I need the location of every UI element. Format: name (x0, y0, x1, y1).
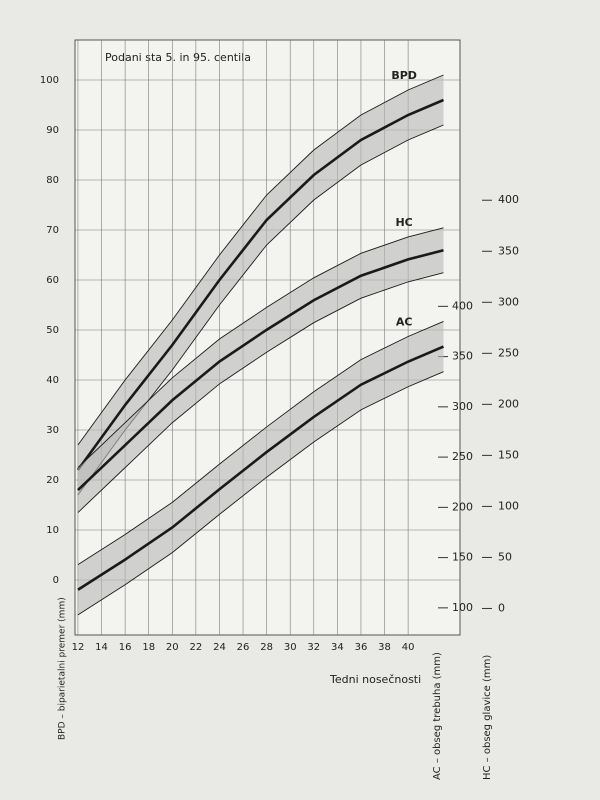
y3-tick-label: 100 (498, 499, 519, 512)
y-tick-label: 80 (46, 175, 59, 186)
y-tick-label: 10 (46, 525, 59, 536)
y3-axis-label: HC – obseg glavice (mm) (482, 655, 493, 780)
y-tick-label: 50 (46, 325, 59, 336)
percentile-line (77, 227, 444, 468)
percentile-line (77, 321, 444, 566)
y-tick-label: 40 (46, 375, 59, 386)
y-tick-label: 30 (46, 425, 59, 436)
x-axis-label: Tedni nosečnosti (329, 673, 421, 686)
median-line (77, 248, 444, 492)
median-line (76, 98, 444, 471)
y3-tick-label: 300 (498, 295, 519, 308)
percentile-band (77, 321, 444, 615)
annotation: Podani sta 5. in 95. centila (105, 51, 251, 64)
y-tick-label: 100 (40, 75, 59, 86)
y3-tick-label: 200 (498, 397, 519, 410)
y2-tick-label: 150 (452, 551, 473, 564)
y-axis-label: BPD – biparietalni premer (mm) (58, 597, 68, 740)
x-tick-label: 32 (307, 642, 320, 653)
x-tick-label: 24 (213, 642, 226, 653)
y-tick-label: 20 (46, 475, 59, 486)
x-tick-label: 20 (166, 642, 179, 653)
curve-label: AC (396, 315, 413, 328)
y2-axis-label: AC – obseg trebuha (mm) (432, 652, 443, 780)
x-tick-label: 18 (142, 642, 155, 653)
y2-tick-label: 250 (452, 450, 473, 463)
curve-label: BPD (391, 69, 417, 82)
x-tick-label: 36 (355, 642, 368, 653)
percentile-line (77, 371, 444, 616)
y3-tick-label: 400 (498, 193, 519, 206)
y2-tick-label: 400 (452, 299, 473, 312)
y3-tick-label: 350 (498, 244, 519, 257)
y3-tick-label: 0 (498, 601, 505, 614)
y-tick-label: 60 (46, 275, 59, 286)
y2-tick-label: 200 (452, 500, 473, 513)
x-tick-label: 40 (402, 642, 415, 653)
y3-tick-label: 50 (498, 550, 512, 563)
x-tick-label: 38 (378, 642, 391, 653)
y-tick-label: 70 (46, 225, 59, 236)
x-tick-label: 30 (284, 642, 297, 653)
y-tick-label: 90 (46, 125, 59, 136)
y3-tick-label: 150 (498, 448, 519, 461)
y2-tick-label: 300 (452, 400, 473, 413)
curve-label: HC (395, 216, 412, 229)
percentile-line (77, 272, 444, 513)
y-tick-label: 0 (53, 575, 59, 586)
x-tick-label: 22 (189, 642, 202, 653)
x-tick-label: 16 (119, 642, 132, 653)
x-tick-label: 28 (260, 642, 273, 653)
percentile-band (77, 227, 444, 513)
x-tick-label: 26 (237, 642, 250, 653)
y2-tick-label: 100 (452, 601, 473, 614)
x-tick-label: 12 (72, 642, 85, 653)
y3-tick-label: 250 (498, 346, 519, 359)
percentile-line (77, 74, 444, 446)
x-tick-label: 34 (331, 642, 344, 653)
y2-tick-label: 350 (452, 350, 473, 363)
median-line (77, 345, 445, 591)
annotation-box (100, 47, 250, 69)
x-tick-label: 14 (95, 642, 108, 653)
